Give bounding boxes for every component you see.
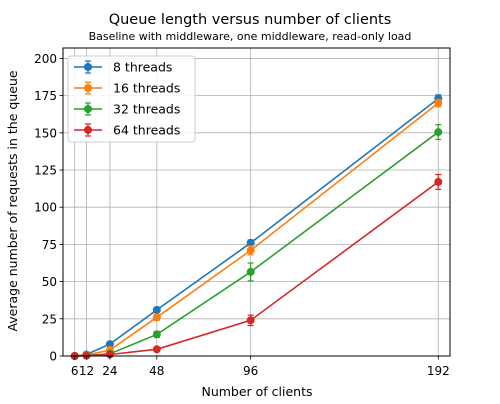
legend-label: 32 threads [113,102,180,117]
y-tick-label: 175 [34,89,57,103]
x-tick-label: 24 [102,364,117,378]
y-tick-label: 200 [34,52,57,66]
data-point [152,330,161,339]
data-point [434,128,443,137]
plot-frame [62,47,451,357]
legend-item: 32 threads [74,102,180,117]
data-point [246,238,255,247]
legend-swatch-marker [84,63,92,71]
y-tick-label: 125 [34,164,57,178]
legend-swatch-marker [84,105,92,113]
series-32-threads [70,124,443,360]
y-tick-label: 50 [42,275,57,289]
x-tick-label: 12 [79,364,94,378]
legend-box [67,55,196,143]
chart-subtitle: Baseline with middleware, one middleware… [89,30,412,43]
data-point [434,177,443,186]
data-point [246,267,255,276]
chart-title: Queue length versus number of clients [109,12,392,28]
legend-label: 16 threads [113,81,180,96]
legend-label: 8 threads [113,60,172,75]
data-point [105,340,114,349]
data-point [434,99,443,108]
legend-item: 64 threads [74,123,180,138]
data-point [246,316,255,325]
legend: 8 threads 16 threads 32 threads 64 threads [67,55,196,143]
x-tick-label: 96 [243,364,258,378]
y-tick-label: 0 [49,350,57,364]
data-point [152,345,161,354]
legend-label: 64 threads [113,123,180,138]
x-tick-label: 48 [149,364,164,378]
data-point [152,313,161,322]
y-tick-label: 150 [34,126,57,140]
legend-swatch-marker [84,84,92,92]
data-point [152,305,161,314]
legend-swatch-marker [84,126,92,134]
legend-item: 8 threads [74,60,172,75]
y-tick-label: 25 [42,312,57,326]
legend-item: 16 threads [74,81,180,96]
axis-ticks: 0 25 50 75 100 125 150 175 200 6 12 24 48 96 192 [34,52,450,378]
y-axis-label: Average number of requests in the queue [5,70,20,331]
y-tick-label: 100 [34,201,57,215]
x-tick-label: 192 [427,364,450,378]
data-point [105,350,114,359]
y-tick-label: 75 [42,238,57,252]
x-axis-label: Number of clients [201,384,312,399]
x-tick-label: 6 [71,364,79,378]
data-point [246,246,255,255]
